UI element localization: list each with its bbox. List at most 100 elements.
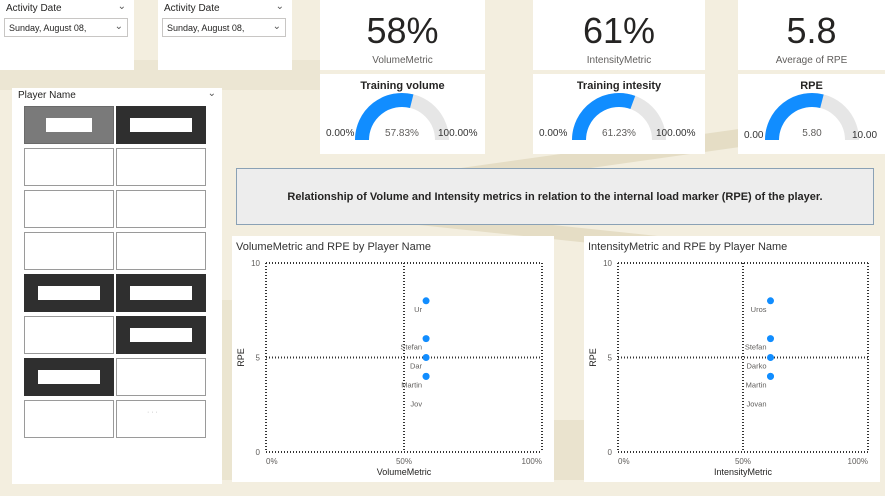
- gauge-current: 61.23%: [602, 128, 636, 139]
- description-banner: Relationship of Volume and Intensity met…: [236, 168, 874, 225]
- player-tile[interactable]: [116, 232, 206, 270]
- x-tick-label: 0%: [618, 457, 630, 466]
- gauge-arc: [355, 93, 449, 141]
- x-axis-label: IntensityMetric: [714, 467, 773, 477]
- chevron-down-icon[interactable]: ⌄: [207, 88, 216, 99]
- kpi-value: 58%: [366, 10, 439, 51]
- redacted-name: [38, 370, 100, 384]
- player-tile[interactable]: [24, 190, 114, 228]
- player-tile[interactable]: [24, 358, 114, 396]
- point-label: Ur: [414, 305, 422, 314]
- data-point: [422, 372, 430, 380]
- scatter-volume-rpe: VolumeMetric and RPE by Player Name 0 5 10…: [232, 236, 554, 482]
- gauge-title: Training volume: [360, 80, 445, 92]
- x-axis-label: VolumeMetric: [377, 467, 432, 477]
- gauge-max: 100.00%: [656, 128, 696, 139]
- gauge-title: RPE: [800, 80, 823, 92]
- y-tick-label: 10: [251, 259, 260, 268]
- y-tick-label: 5: [608, 354, 613, 363]
- kpi-label: Average of RPE: [775, 55, 848, 66]
- gauge-training-volume: Training volume 0.00% 57.83% 100.00%: [320, 74, 485, 154]
- kpi-volume-card: 58% VolumeMetric: [320, 0, 485, 70]
- gauge-arc: [765, 93, 859, 141]
- gauge-fill: [355, 93, 414, 141]
- chart-title: IntensityMetric and RPE by Player Name: [588, 241, 788, 253]
- y-tick-label: 10: [603, 259, 612, 268]
- activity-date-slicer-1[interactable]: Activity Date ⌄ Sunday, August 08, ⌄: [0, 0, 134, 70]
- data-point: [767, 372, 774, 380]
- kpi-label: VolumeMetric: [372, 55, 433, 66]
- slicer-title: Player Name: [18, 90, 76, 101]
- activity-date-slicer-2[interactable]: Activity Date ⌄ Sunday, August 08, ⌄: [158, 0, 292, 70]
- kpi-rpe-card: 5.8 Average of RPE: [738, 0, 885, 70]
- player-tile[interactable]: [24, 232, 114, 270]
- player-tile[interactable]: [24, 274, 114, 312]
- slicer-title: Activity Date: [6, 3, 62, 14]
- player-tile[interactable]: [116, 148, 206, 186]
- gauge-fill: [572, 93, 636, 141]
- slicer-title: Activity Date: [164, 3, 220, 14]
- tile-label: · · ·: [147, 409, 158, 416]
- x-tick-label: 0%: [266, 457, 278, 466]
- gauge-rpe: RPE 0.00 5.80 10.00: [738, 74, 885, 154]
- point-label: Uros: [751, 305, 767, 314]
- gauge-current: 5.80: [802, 128, 822, 139]
- y-axis-label: RPE: [588, 348, 598, 367]
- gauge-max: 100.00%: [438, 128, 478, 139]
- point-label: Stefan: [745, 343, 767, 352]
- y-axis-label: RPE: [236, 348, 246, 367]
- data-point: [767, 354, 774, 361]
- gauge-min: 0.00%: [326, 128, 355, 139]
- player-tile[interactable]: [116, 316, 206, 354]
- data-point: [767, 335, 774, 343]
- chart-title: VolumeMetric and RPE by Player Name: [236, 241, 432, 253]
- x-tick-label: 100%: [522, 457, 542, 466]
- redacted-name: [130, 286, 192, 300]
- player-tile[interactable]: [116, 358, 206, 396]
- player-name-slicer[interactable]: Player Name ⌄ · · ·: [12, 88, 222, 484]
- player-tile[interactable]: · · ·: [116, 400, 206, 438]
- redacted-name: [46, 118, 92, 132]
- data-point: [422, 354, 430, 361]
- point-label: Martin: [746, 380, 767, 389]
- chevron-down-icon: ⌄: [114, 21, 123, 32]
- player-tile[interactable]: [116, 274, 206, 312]
- data-point: [422, 297, 430, 305]
- date-dropdown[interactable]: Sunday, August 08, ⌄: [162, 18, 286, 37]
- player-tile[interactable]: [116, 106, 206, 144]
- player-tile[interactable]: [24, 106, 114, 144]
- gauge-min: 0.00: [744, 130, 764, 141]
- chevron-down-icon[interactable]: ⌄: [117, 1, 126, 12]
- scatter-intensity-rpe: IntensityMetric and RPE by Player Name 0…: [584, 236, 880, 482]
- player-tile[interactable]: [24, 316, 114, 354]
- kpi-value: 5.8: [786, 10, 837, 51]
- gauge-max: 10.00: [852, 130, 878, 141]
- player-tile[interactable]: [24, 148, 114, 186]
- player-tile[interactable]: [116, 190, 206, 228]
- gauge-min: 0.00%: [539, 128, 568, 139]
- y-tick-label: 0: [608, 448, 613, 457]
- x-tick-label: 50%: [735, 457, 751, 466]
- point-label: Dar: [410, 362, 423, 371]
- chevron-down-icon[interactable]: ⌄: [275, 1, 284, 12]
- data-point: [767, 297, 774, 305]
- point-label: Jov: [410, 399, 422, 408]
- gauge-title: Training intesity: [576, 80, 662, 92]
- date-dropdown[interactable]: Sunday, August 08, ⌄: [4, 18, 128, 37]
- point-label: Stefan: [400, 343, 422, 352]
- gauge-arc: [572, 93, 666, 141]
- redacted-name: [130, 328, 192, 342]
- y-tick-label: 5: [256, 354, 261, 363]
- kpi-intensity-card: 61% IntensityMetric: [533, 0, 705, 70]
- player-tile[interactable]: [24, 400, 114, 438]
- x-tick-label: 100%: [848, 457, 868, 466]
- data-point: [422, 335, 430, 343]
- gauge-current: 57.83%: [385, 128, 419, 139]
- chevron-down-icon: ⌄: [272, 21, 281, 32]
- redacted-name: [130, 118, 192, 132]
- y-tick-label: 0: [256, 448, 261, 457]
- point-label: Darko: [746, 362, 766, 371]
- date-value: Sunday, August 08,: [9, 23, 87, 33]
